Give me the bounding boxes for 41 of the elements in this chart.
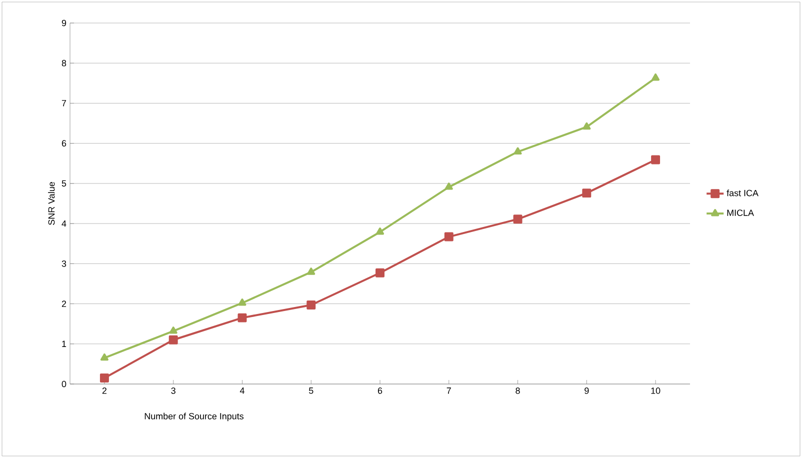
y-tick-label: 5 [62, 180, 66, 187]
point [169, 326, 178, 334]
point [514, 147, 522, 155]
y-tick-label: 3 [62, 260, 66, 267]
y-tick-label: 8 [62, 60, 66, 66]
point [582, 122, 591, 130]
y-tick-label: 9 [62, 20, 66, 26]
point [238, 298, 246, 306]
x-tick-label: 9 [584, 388, 589, 394]
y-tick-label: 0 [62, 380, 66, 388]
point [652, 73, 660, 81]
point [376, 227, 384, 235]
point [307, 268, 316, 275]
legend-label: fast ICA [726, 190, 758, 196]
point [444, 232, 454, 242]
y-axis-title: SNR Value [48, 182, 55, 225]
point [100, 373, 109, 382]
x-tick-label: 8 [516, 388, 520, 394]
point [168, 335, 178, 344]
y-tick-label: 2 [62, 300, 66, 307]
point [238, 313, 247, 322]
point [100, 353, 108, 361]
legend-label: MICLA [727, 210, 754, 216]
x-tick-label: 10 [651, 388, 660, 394]
y-tick-label: 7 [62, 100, 66, 106]
x-tick-label: 5 [308, 388, 314, 394]
point [444, 182, 453, 190]
y-tick-label: 6 [62, 140, 66, 147]
point [513, 214, 522, 224]
x-tick-label: 7 [446, 388, 451, 394]
y-tick-label: 4 [62, 220, 66, 227]
x-axis-title: Number of Source Inputs [144, 412, 244, 422]
y-tick-label: 1 [62, 340, 66, 347]
x-tick-label: 6 [378, 388, 382, 394]
point [582, 188, 592, 198]
x-tick-label: 4 [240, 388, 244, 394]
x-tick-label: 3 [171, 388, 176, 394]
point [306, 300, 316, 310]
x-tick-label: 2 [102, 388, 106, 394]
point [651, 155, 660, 164]
point [376, 268, 384, 278]
